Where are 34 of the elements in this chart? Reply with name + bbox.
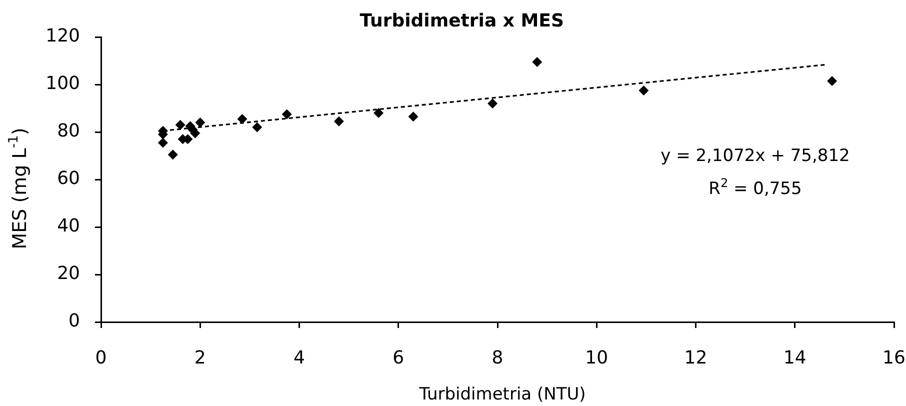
point — [175, 120, 186, 130]
x-tick-label: 14 — [783, 347, 806, 368]
x-tick-label: 16 — [882, 347, 906, 368]
point — [374, 108, 384, 118]
x-tick-label: 8 — [492, 347, 504, 368]
y-tick-label: 0 — [68, 310, 80, 332]
point — [237, 114, 248, 124]
point — [408, 112, 418, 122]
x-tick-label: 2 — [194, 347, 206, 368]
point — [638, 85, 649, 96]
x-tick-label: 0 — [95, 347, 107, 368]
x-tick-label: 10 — [585, 347, 608, 368]
x-axis-title: Turbidimetria (NTU) — [418, 384, 586, 404]
x-tick-label: 4 — [294, 347, 305, 368]
y-tick-label: 20 — [57, 263, 80, 284]
point — [168, 150, 178, 160]
x-tick-label: 6 — [392, 347, 404, 368]
point — [195, 118, 206, 128]
point — [532, 56, 542, 67]
point — [158, 138, 168, 148]
x-tick-label: 12 — [684, 347, 708, 368]
point — [252, 122, 262, 132]
y-tick-label: 40 — [57, 216, 80, 237]
y-tick-label: 60 — [57, 168, 80, 190]
y-tick-label: 80 — [57, 120, 80, 142]
point — [334, 116, 344, 126]
chart-title: Turbidimetria x MES — [360, 10, 564, 32]
annotation: y = 2,1072x + 75,812 — [660, 146, 850, 166]
y-tick-label: 120 — [46, 26, 80, 47]
point — [488, 98, 498, 108]
point — [827, 76, 838, 86]
point — [282, 109, 292, 120]
y-axis-title: MES (mg L-1) — [6, 128, 31, 250]
y-tick-label: 100 — [46, 73, 80, 94]
